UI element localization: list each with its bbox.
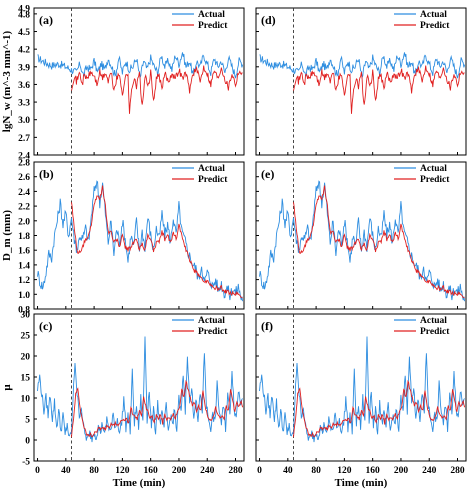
x-tick-label: 40 [61,466,71,476]
y-tick-label: 2.6 [18,173,30,183]
x-tick-label: 40 [283,466,293,476]
y-tick-label: 1.2 [18,276,30,286]
series-predict-line [71,185,243,299]
y-tick-label: 0 [25,437,30,447]
legend-predict-label: Predict [420,327,450,337]
y-axis-label: μ [1,384,13,391]
legend-actual-label: Actual [198,164,225,174]
x-tick-label: 120 [115,466,130,476]
x-tick-label: 160 [366,466,381,476]
legend-actual-label: Actual [420,10,447,20]
x-tick-label: 80 [311,466,321,476]
y-tick-label: 2.4 [18,152,30,162]
y-tick-label: 2.2 [18,203,30,213]
y-tick-label: 1.8 [18,232,30,242]
y-tick-label: 15 [21,374,31,384]
panel-label: (c) [39,319,52,333]
y-tick-label: 2.7 [18,134,30,144]
x-tick-label: 0 [35,466,40,476]
panel-c: -5 0 5 10 15 20 25 30 0 40 80 120 160 200 240 280 (c) Act… [21,311,245,489]
panel-a: 2.4 2.7 3.0 3.3 3.6 3.9 4.2 4.5 4.84.9 (a) ActualP… [18,5,245,162]
series-predict-line [293,65,465,114]
y-tick-label: 2.4 [18,188,30,198]
panel-label: (f) [261,319,273,333]
x-tick-label: 0 [257,466,262,476]
y-axis-label: lgN_w (m^-3 mm^-1) [1,30,13,132]
x-tick-label: 120 [337,466,352,476]
y-tick-label: 4.8 [18,10,30,20]
y-tick-label: 20 [21,353,31,363]
y-tick-label: 30 [21,311,31,321]
y-tick-label: 3.3 [18,99,30,109]
series-actual-line [37,180,244,302]
series-predict-line [293,379,466,438]
y-top-label: 4.9 [18,5,30,15]
x-tick-label: 240 [200,466,215,476]
series-predict-line [71,65,243,114]
series-predict-line [293,185,465,299]
y-tick-label: 4.2 [18,46,30,56]
legend-predict-label: Predict [420,21,450,31]
legend-actual-label: Actual [420,316,447,326]
plot-frame [33,7,245,156]
y-tick-label: 10 [21,395,31,405]
plot-frame [255,313,467,462]
x-axis-label: Time (min) [335,477,388,489]
panel-label: (b) [39,167,54,181]
x-tick-label: 160 [144,466,159,476]
panel-label: (e) [261,167,274,181]
y-tick-label: 1.0 [18,291,30,301]
x-tick-label: 280 [450,466,465,476]
plot-frame [33,313,245,462]
panel-label: (a) [39,13,53,27]
y-tick-label: 4.5 [18,28,30,38]
y-tick-label: -5 [22,458,30,468]
x-tick-label: 80 [89,466,99,476]
y-tick-label: 2.8 [18,159,30,169]
x-tick-label: 200 [394,466,409,476]
legend-actual-label: Actual [198,316,225,326]
y-tick-label: 3.9 [18,63,30,73]
y-tick-label: 3.0 [18,116,30,126]
y-tick-label: 2.0 [18,217,30,227]
legend-predict-label: Predict [198,21,228,31]
y-tick-label: 0.8 [18,306,30,316]
y-tick-label: 5 [25,416,30,426]
x-axis-label: Time (min) [113,477,166,489]
x-tick-label: 280 [228,466,243,476]
legend-actual-label: Actual [420,164,447,174]
x-tick-label: 240 [422,466,437,476]
series-predict-line [71,379,244,438]
series-actual-line [37,336,243,443]
y-tick-label: 3.6 [18,81,30,91]
legend-actual-label: Actual [198,10,225,20]
panel-b: 0.8 1.0 1.2 1.4 1.6 1.8 2.0 2.2 2.4 2.6 2.8 (b) Actu… [18,159,245,316]
series-actual-line [259,336,465,443]
panel-label: (d) [261,13,276,27]
y-tick-label: 1.4 [18,261,30,271]
legend-predict-label: Predict [198,327,228,337]
y-tick-label: 1.6 [18,247,30,257]
plot-frame [255,7,467,156]
legend-predict-label: Predict [198,175,228,185]
y-axis-label: D_m (mm) [1,210,13,261]
x-tick-label: 200 [172,466,187,476]
series-actual-line [259,180,466,302]
y-tick-label: 25 [21,332,31,342]
legend-predict-label: Predict [420,175,450,185]
